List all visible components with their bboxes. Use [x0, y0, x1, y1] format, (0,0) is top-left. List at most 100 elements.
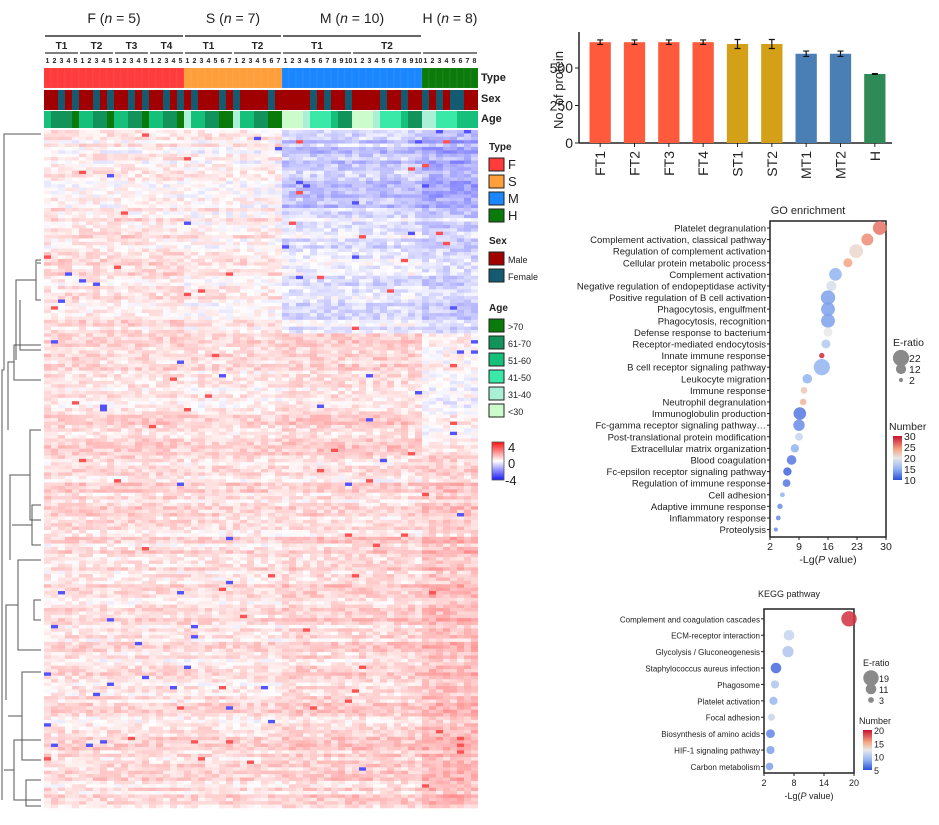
heatmap-cell	[464, 153, 471, 158]
heatmap-cell	[121, 316, 128, 321]
sex-cell	[457, 90, 464, 110]
heatmap-cell	[149, 333, 156, 338]
heatmap-cell	[191, 150, 198, 155]
heatmap-cell	[324, 302, 331, 307]
heatmap-cell	[142, 153, 149, 158]
heatmap-cell	[394, 235, 401, 239]
sex-cell	[450, 90, 457, 110]
heatmap-cell	[212, 346, 219, 351]
heatmap-cell	[303, 316, 310, 321]
heatmap-cell	[156, 296, 163, 300]
heatmap-cell	[387, 350, 394, 355]
heatmap-cell	[289, 258, 296, 263]
heatmap-cell	[324, 228, 331, 232]
heatmap-cell	[317, 130, 324, 134]
heatmap-cell	[93, 316, 100, 321]
heatmap-cell	[387, 330, 394, 334]
heatmap-cell	[422, 336, 429, 341]
heatmap-cell	[443, 235, 450, 239]
heatmap-cell	[471, 258, 478, 263]
heatmap-cell	[65, 268, 72, 273]
heatmap-cell	[373, 157, 380, 161]
heatmap-cell	[114, 306, 121, 310]
heatmap-cell	[366, 130, 373, 134]
heatmap-cell	[247, 380, 254, 385]
heatmap-cell	[408, 323, 415, 327]
heatmap-cell	[352, 146, 359, 151]
heatmap-cell	[415, 346, 422, 351]
heatmap-cell	[464, 194, 471, 199]
heatmap-cell	[261, 272, 268, 277]
heatmap-cell	[240, 204, 247, 209]
heatmap-cell	[121, 184, 128, 188]
heatmap-cell	[296, 207, 303, 212]
heatmap-cell	[149, 207, 156, 212]
age-cell	[464, 111, 471, 128]
heatmap-cell	[282, 367, 289, 371]
heatmap-cell	[149, 238, 156, 243]
heatmap-cell	[86, 289, 93, 294]
heatmap-cell	[100, 285, 107, 290]
heatmap-cell	[233, 258, 240, 263]
heatmap-cell	[310, 316, 317, 321]
heatmap-cell	[338, 194, 345, 199]
heatmap-cell	[86, 380, 93, 385]
heatmap-cell	[107, 157, 114, 161]
heatmap-cell	[219, 340, 226, 344]
heatmap-cell	[450, 207, 457, 212]
heatmap-cell	[163, 346, 170, 351]
heatmap-cell	[149, 167, 156, 171]
heatmap-cell	[366, 374, 373, 378]
heatmap-cell	[275, 258, 282, 263]
heatmap-cell	[310, 163, 317, 168]
heatmap-cell	[415, 140, 422, 144]
heatmap-cell	[212, 224, 219, 229]
heatmap-cell	[86, 384, 93, 388]
heatmap-cell	[205, 272, 212, 277]
heatmap-cell	[107, 285, 114, 290]
heatmap-cell	[107, 268, 114, 273]
heatmap-cell	[366, 184, 373, 188]
heatmap-cell	[366, 330, 373, 334]
heatmap-cell	[359, 326, 366, 331]
heatmap-cell	[380, 346, 387, 351]
heatmap-cell	[338, 363, 345, 368]
sex-cell	[415, 90, 422, 110]
heatmap-cell	[359, 184, 366, 188]
age-cell	[324, 111, 331, 128]
heatmap-cell	[457, 292, 464, 297]
sex-cell	[212, 90, 219, 110]
heatmap-cell	[170, 302, 177, 307]
heatmap-cell	[121, 174, 128, 178]
age-cell	[79, 111, 86, 128]
heatmap-cell	[233, 170, 240, 175]
heatmap-cell	[79, 167, 86, 171]
heatmap-cell	[268, 282, 275, 287]
heatmap-cell	[289, 194, 296, 199]
heatmap-cell	[191, 357, 198, 361]
heatmap-cell	[464, 370, 471, 375]
heatmap-cell	[191, 346, 198, 351]
heatmap-cell	[79, 309, 86, 314]
heatmap-cell	[212, 221, 219, 226]
heatmap-cell	[436, 160, 443, 165]
heatmap-cell	[128, 187, 135, 192]
heatmap-cell	[58, 150, 65, 155]
heatmap-cell	[401, 224, 408, 229]
heatmap-cell	[464, 184, 471, 188]
heatmap-cell	[282, 150, 289, 155]
heatmap-cell	[436, 374, 443, 378]
heatmap-cell	[100, 194, 107, 199]
type-cell	[148, 67, 157, 89]
heatmap-cell	[282, 302, 289, 307]
heatmap-cell	[79, 377, 86, 382]
heatmap-cell	[121, 207, 128, 212]
heatmap-cell	[352, 163, 359, 168]
heatmap-cell	[373, 255, 380, 260]
heatmap-cell	[296, 336, 303, 341]
heatmap-cell	[177, 221, 184, 226]
heatmap-cell	[408, 350, 415, 355]
heatmap-cell	[380, 336, 387, 341]
heatmap-cell	[429, 207, 436, 212]
heatmap-cell	[247, 241, 254, 246]
